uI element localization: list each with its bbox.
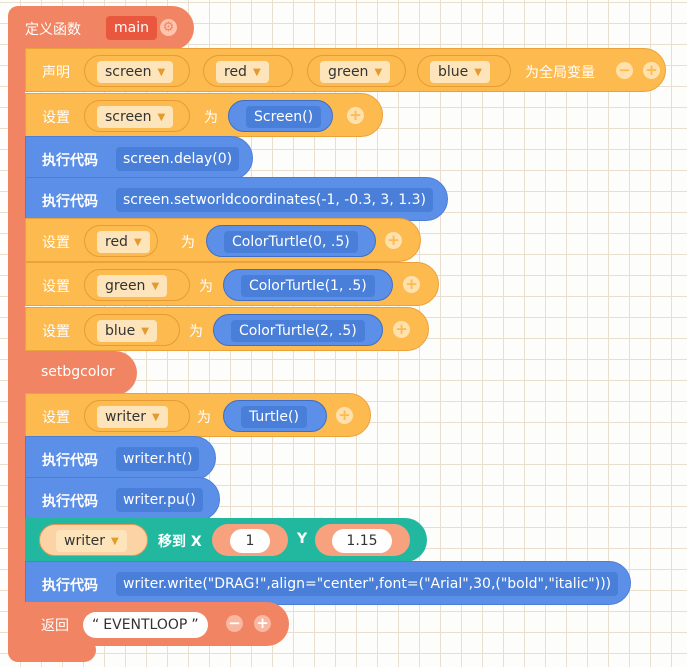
var-dropdown-blue[interactable]: blue ▼ — [97, 320, 157, 342]
chevron-down-icon: ▼ — [141, 325, 149, 337]
value-expression[interactable]: ColorTurtle(0, .5) — [224, 231, 358, 253]
value-expression[interactable]: ColorTurtle(1, .5) — [241, 275, 375, 297]
add-icon[interactable]: + — [347, 107, 364, 124]
var-dropdown-blue[interactable]: blue ▼ — [430, 61, 490, 83]
as-keyword: 为 — [204, 110, 218, 126]
chevron-down-icon: ▼ — [151, 280, 160, 292]
code-field[interactable]: writer.pu() — [116, 488, 203, 512]
add-icon[interactable]: + — [393, 321, 410, 338]
exec-keyword: 执行代码 — [42, 578, 98, 594]
var-dropdown-green[interactable]: green ▼ — [320, 61, 391, 83]
exec-code-block-delay[interactable]: 执行代码 screen.delay(0) — [25, 136, 253, 180]
return-value-text: EVENTLOOP — [103, 617, 188, 633]
exec-code-block-coordinates[interactable]: 执行代码 screen.setworldcoordinates(-1, -0.3… — [25, 177, 448, 221]
value-expression[interactable]: ColorTurtle(2, .5) — [231, 320, 365, 342]
add-icon[interactable]: + — [254, 615, 271, 632]
chevron-down-icon: ▼ — [157, 66, 166, 78]
set-green-block[interactable]: 设置 green ▼ 为 ColorTurtle(1, .5) + — [25, 262, 439, 306]
var-dropdown-screen[interactable]: screen ▼ — [97, 106, 174, 128]
var-dropdown-writer[interactable]: writer ▼ — [97, 406, 168, 428]
set-keyword: 设置 — [42, 410, 70, 426]
return-keyword: 返回 — [41, 618, 69, 634]
chevron-down-icon: ▼ — [374, 66, 383, 78]
set-keyword: 设置 — [42, 279, 70, 295]
add-variable-icon[interactable]: + — [643, 62, 660, 79]
return-value-string[interactable]: “ EVENTLOOP ” — [83, 612, 208, 638]
exec-code-block-write[interactable]: 执行代码 writer.write("DRAG!",align="center"… — [25, 561, 631, 605]
var-dropdown-red[interactable]: red ▼ — [97, 231, 150, 253]
return-block[interactable]: 返回 “ EVENTLOOP ” − + — [25, 602, 289, 646]
x-value-input[interactable]: 1 — [230, 529, 270, 553]
declare-globals-block[interactable]: 声明 screen ▼ red ▼ green ▼ blue ▼ 为全局变量 − + — [25, 48, 666, 92]
as-keyword: 为 — [189, 324, 203, 340]
set-blue-block[interactable]: 设置 blue ▼ 为 ColorTurtle(2, .5) + — [25, 307, 429, 351]
chevron-down-icon: ▼ — [151, 411, 160, 423]
add-icon[interactable]: + — [336, 407, 353, 424]
y-value-input[interactable]: 1.15 — [332, 529, 392, 553]
set-keyword: 设置 — [42, 235, 70, 251]
as-keyword: 为 — [197, 410, 211, 426]
value-expression[interactable]: Turtle() — [241, 406, 307, 428]
code-field[interactable]: writer.ht() — [116, 447, 200, 471]
setbgcolor-label: setbgcolor — [41, 364, 115, 380]
exec-keyword: 执行代码 — [42, 494, 98, 510]
var-dropdown-red[interactable]: red ▼ — [216, 61, 269, 83]
add-icon[interactable]: + — [403, 276, 420, 293]
code-field[interactable]: writer.write("DRAG!",align="center",font… — [116, 572, 619, 596]
declare-keyword: 声明 — [42, 65, 70, 81]
chevron-down-icon: ▼ — [110, 535, 119, 547]
var-dropdown-green[interactable]: green ▼ — [97, 275, 168, 297]
as-keyword: 为 — [199, 279, 213, 295]
exec-code-block-pu[interactable]: 执行代码 writer.pu() — [25, 477, 220, 521]
setbgcolor-block[interactable]: setbgcolor — [25, 351, 137, 395]
close-quote-icon: ” — [191, 617, 199, 633]
y-label: Y — [297, 531, 308, 547]
move-to-block[interactable]: writer ▼ 移到 X 1 Y 1.15 — [25, 518, 427, 562]
function-block-spine — [8, 10, 25, 650]
move-to-x-label: 移到 X — [158, 534, 202, 550]
set-red-block[interactable]: 设置 red ▼ 为 ColorTurtle(0, .5) + — [25, 218, 421, 262]
function-definition-block[interactable]: 定义函数 main ⚙ — [8, 6, 194, 50]
exec-keyword: 执行代码 — [42, 153, 98, 169]
code-field[interactable]: screen.setworldcoordinates(-1, -0.3, 3, … — [116, 188, 433, 212]
set-writer-block[interactable]: 设置 writer ▼ 为 Turtle() + — [25, 393, 371, 437]
function-block-footer — [8, 638, 96, 662]
var-dropdown-writer[interactable]: writer ▼ — [56, 530, 127, 552]
chevron-down-icon: ▼ — [157, 111, 166, 123]
gear-icon[interactable]: ⚙ — [160, 19, 177, 36]
exec-code-block-ht[interactable]: 执行代码 writer.ht() — [25, 436, 216, 480]
set-screen-block[interactable]: 设置 screen ▼ 为 Screen() + — [25, 93, 383, 137]
chevron-down-icon: ▼ — [252, 66, 261, 78]
var-dropdown-screen[interactable]: screen ▼ — [97, 61, 174, 83]
chevron-down-icon: ▼ — [133, 236, 142, 248]
value-expression[interactable]: Screen() — [246, 106, 322, 128]
exec-keyword: 执行代码 — [42, 453, 98, 469]
exec-keyword: 执行代码 — [42, 194, 98, 210]
remove-icon[interactable]: − — [226, 615, 243, 632]
function-name-field[interactable]: main — [106, 16, 157, 40]
remove-variable-icon[interactable]: − — [616, 62, 633, 79]
define-function-keyword: 定义函数 — [25, 22, 81, 38]
open-quote-icon: “ — [92, 617, 100, 633]
code-field[interactable]: screen.delay(0) — [116, 147, 240, 171]
add-icon[interactable]: + — [385, 232, 402, 249]
set-keyword: 设置 — [42, 324, 70, 340]
as-keyword: 为 — [181, 235, 195, 251]
chevron-down-icon: ▼ — [474, 66, 482, 78]
global-variable-label: 为全局变量 — [525, 65, 595, 81]
set-keyword: 设置 — [42, 110, 70, 126]
